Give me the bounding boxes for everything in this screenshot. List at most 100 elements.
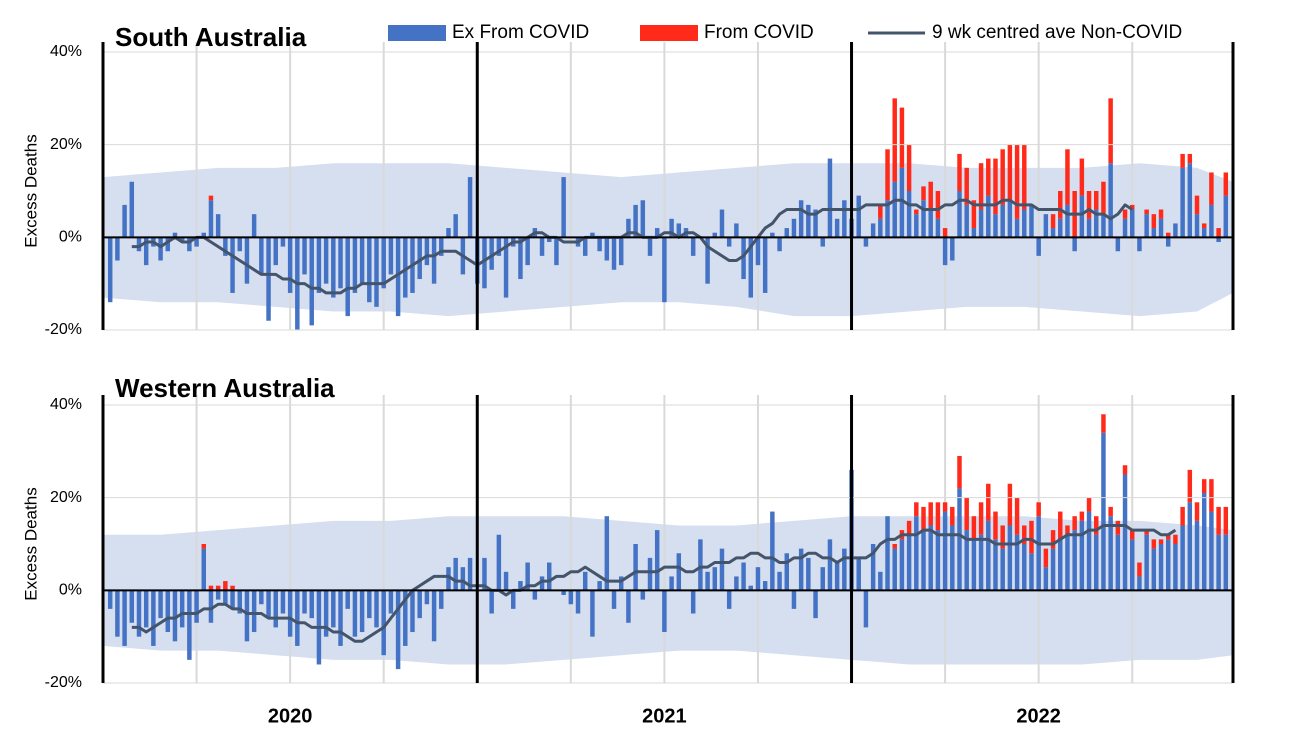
bar <box>482 237 487 289</box>
y-tick-label: -20% <box>45 674 82 691</box>
bar <box>878 571 883 591</box>
bar <box>309 237 314 326</box>
bar <box>1194 520 1200 591</box>
bar <box>331 590 336 628</box>
bar <box>1165 539 1171 591</box>
stacked-bar <box>1014 144 1020 219</box>
bar <box>978 534 984 591</box>
stacked-bar <box>1223 506 1229 535</box>
bar <box>582 237 588 256</box>
bar <box>784 228 789 238</box>
bar <box>107 590 113 609</box>
bar <box>978 209 984 238</box>
y-tick-label: 40% <box>50 43 82 60</box>
bar <box>806 204 811 238</box>
bar <box>906 534 912 591</box>
bar <box>172 232 178 238</box>
bar <box>359 590 365 633</box>
bar <box>575 590 581 614</box>
bar <box>690 237 696 256</box>
bar <box>870 544 876 591</box>
bar <box>748 585 754 591</box>
bar <box>1072 530 1077 591</box>
bar <box>1101 214 1106 238</box>
stacked-bar <box>1130 530 1135 540</box>
stacked-bar <box>1108 506 1113 517</box>
stacked-bar <box>964 497 969 531</box>
bar <box>1137 576 1142 591</box>
bar <box>223 590 228 605</box>
bar <box>1137 237 1142 252</box>
bar <box>431 590 437 642</box>
bar <box>928 525 933 591</box>
legend-swatch <box>388 25 446 41</box>
bar <box>770 511 775 591</box>
bar <box>259 237 264 275</box>
bar <box>762 237 768 293</box>
stacked-bar <box>1086 191 1092 219</box>
legend-label: From COVID <box>704 22 814 43</box>
bar <box>107 237 113 303</box>
plot-area <box>103 42 1233 330</box>
bar <box>942 237 948 266</box>
y-tick-label: 0% <box>59 582 82 599</box>
bar <box>496 534 502 591</box>
bar <box>208 590 214 623</box>
bar <box>957 191 962 238</box>
y-tick-label: -20% <box>45 321 82 338</box>
bar <box>813 590 818 619</box>
bar <box>640 590 646 600</box>
bar <box>719 548 725 591</box>
stacked-bar <box>1022 144 1027 210</box>
bar <box>532 590 538 600</box>
stacked-bar <box>1014 497 1020 535</box>
stacked-bar <box>971 200 977 229</box>
bar <box>921 530 926 591</box>
stacked-bar <box>1101 414 1106 433</box>
bar <box>511 590 516 609</box>
bar <box>597 237 602 252</box>
bar <box>712 567 718 591</box>
bar <box>1022 544 1027 591</box>
stacked-bar <box>942 502 948 512</box>
bar <box>352 237 358 293</box>
bar <box>1144 214 1149 238</box>
bar <box>115 590 120 637</box>
bar <box>129 590 135 623</box>
bar <box>338 237 343 289</box>
bar <box>734 576 739 591</box>
bar <box>1029 553 1034 591</box>
bar <box>647 237 653 256</box>
bar <box>1115 534 1121 591</box>
x-tick-label: 2022 <box>1016 705 1061 727</box>
bar <box>878 218 883 238</box>
stacked-bar <box>1201 223 1207 229</box>
stacked-bar <box>957 455 962 489</box>
stacked-bar <box>971 516 977 540</box>
bar <box>755 567 761 591</box>
bar <box>741 237 746 280</box>
stacked-bar <box>1194 195 1200 215</box>
panel-title: Western Australia <box>115 373 335 403</box>
bar <box>280 237 286 247</box>
bar <box>302 237 307 275</box>
stacked-bar <box>1079 511 1085 521</box>
bar <box>359 237 365 284</box>
x-tick-label: 2020 <box>268 705 313 727</box>
stacked-bar <box>1115 520 1121 535</box>
bar <box>1007 525 1013 591</box>
bar <box>1165 237 1171 247</box>
stacked-bar <box>1094 191 1099 210</box>
bar <box>748 237 754 298</box>
bar <box>1065 204 1070 238</box>
bar <box>964 204 969 238</box>
stacked-bar <box>1108 98 1113 164</box>
bar <box>611 237 617 270</box>
bar <box>950 525 955 591</box>
bar <box>266 237 271 321</box>
bar <box>633 204 638 238</box>
bar <box>1216 534 1221 591</box>
stacked-bar <box>1065 525 1070 535</box>
stacked-bar <box>1158 209 1164 219</box>
bar <box>302 590 307 614</box>
